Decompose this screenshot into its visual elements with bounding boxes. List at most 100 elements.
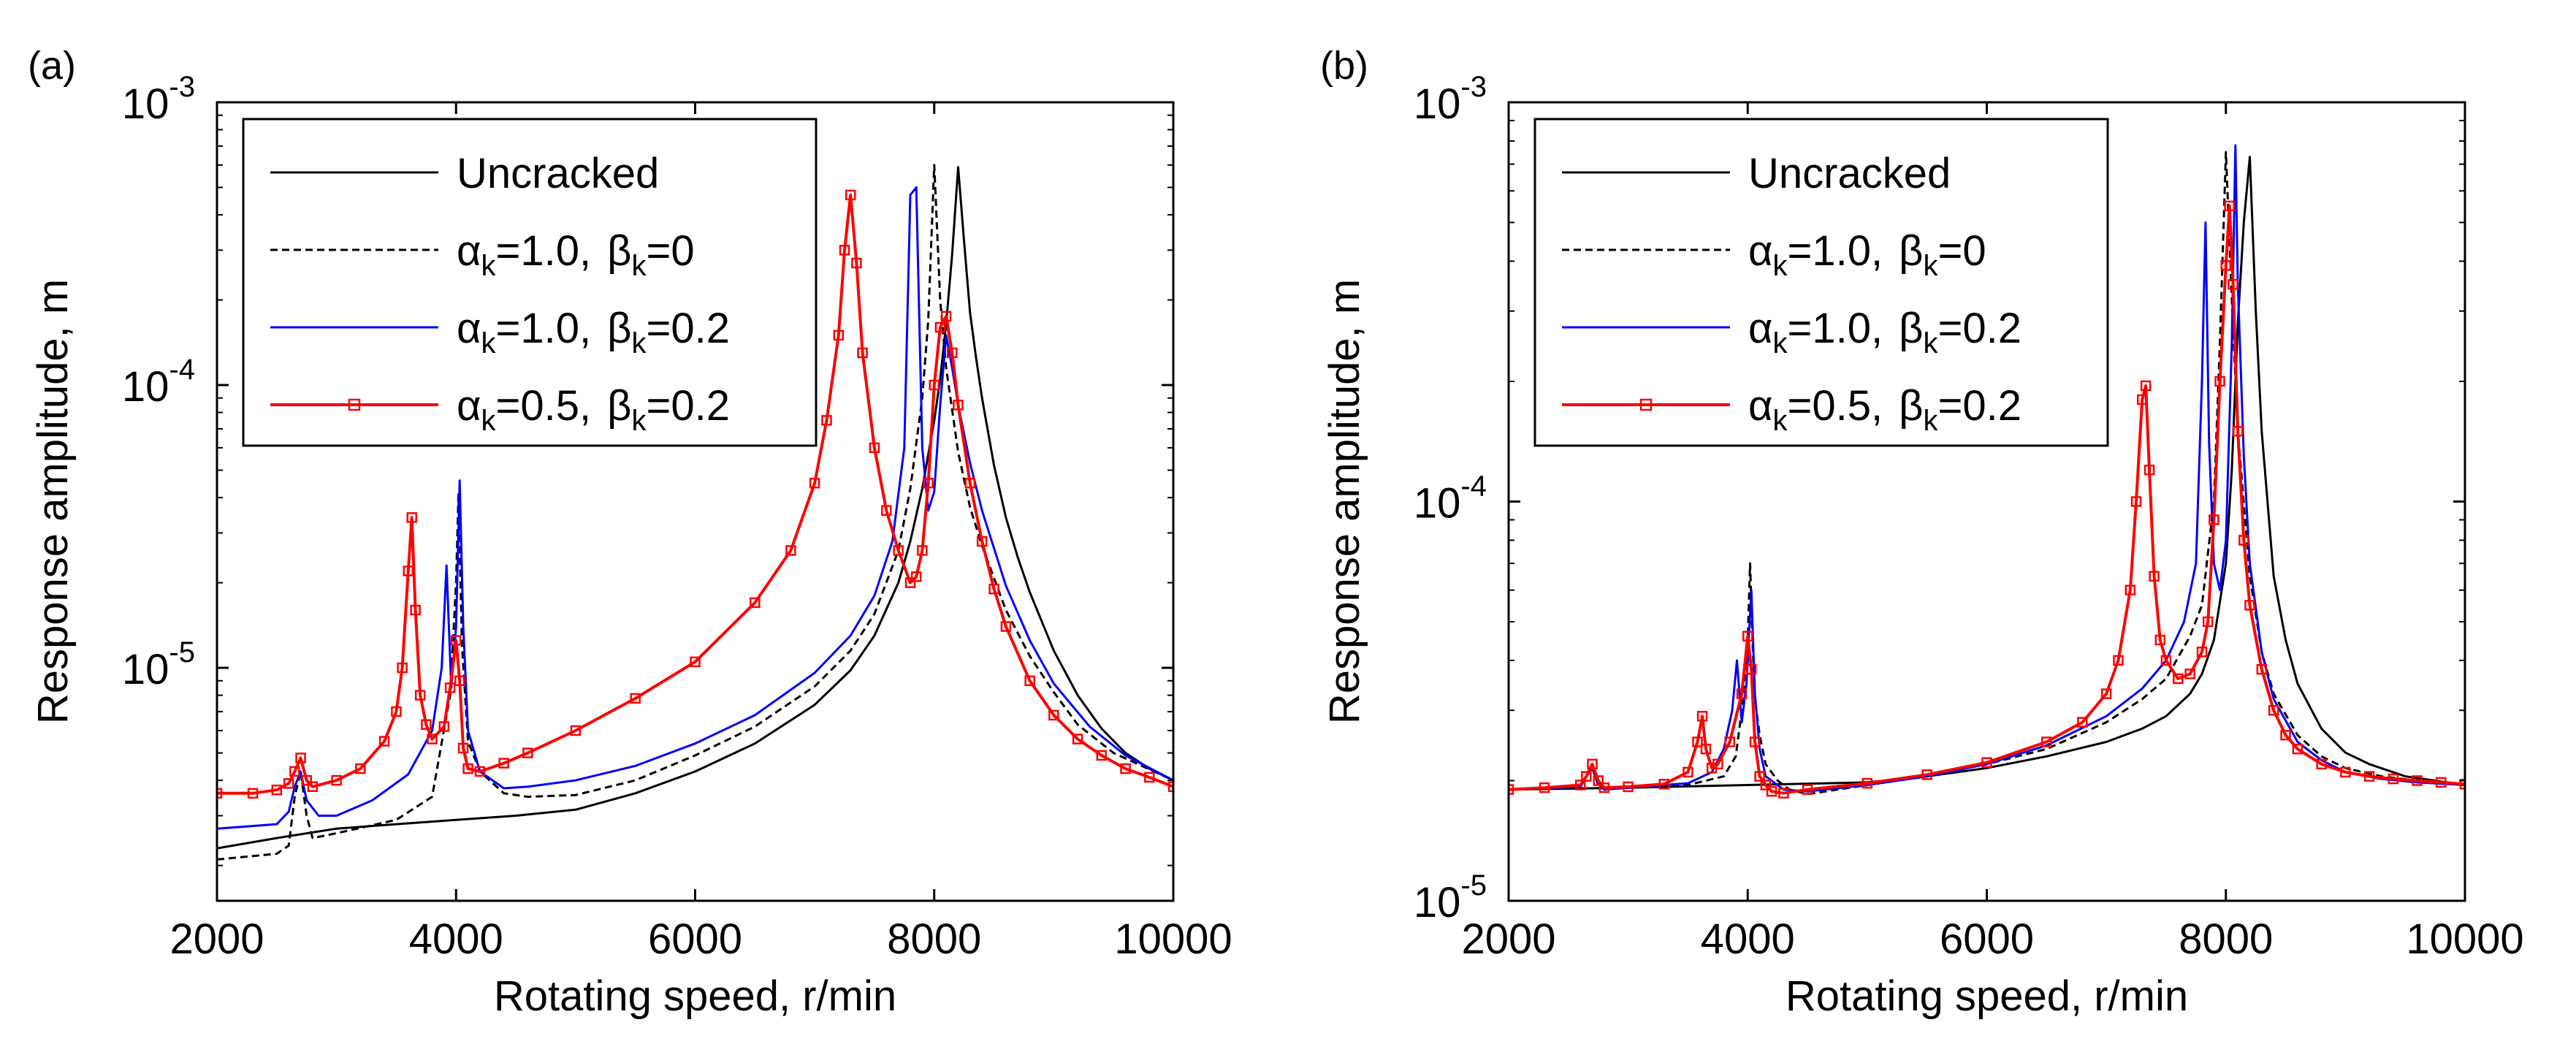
panel-a-series-3-marker xyxy=(295,753,306,763)
panel-a-y-tick-exp: -5 xyxy=(169,636,195,668)
panel-a-series-3-marker xyxy=(1024,675,1035,687)
panel-b-y-tick-exp: -3 xyxy=(1460,71,1487,103)
panel-b-series-3-marker xyxy=(2292,743,2303,755)
panel-a-series-3-marker xyxy=(809,478,820,489)
panel-a-x-tick-label: 2000 xyxy=(169,915,264,963)
panel-b-series-3-marker xyxy=(1712,758,1723,770)
panel-b-legend-beta-value: =0 xyxy=(1938,227,1986,275)
panel-b-series-3-marker xyxy=(2209,514,2219,525)
panel-a-series-3-marker xyxy=(289,766,300,777)
panel-b-x-tick-label: 4000 xyxy=(1701,915,1795,963)
panel-b-legend-alpha: α xyxy=(1748,305,1773,352)
panel-a-series-3-marker xyxy=(462,763,473,774)
panel-b-series-3-marker xyxy=(1802,784,1813,795)
panel-b-legend-swatch-marker xyxy=(1639,398,1653,411)
panel-a-series-3-marker xyxy=(444,682,456,693)
panel-b-series-3-marker xyxy=(2268,705,2279,716)
panel-a-y-tick-exp: -4 xyxy=(169,354,195,386)
panel-a-series-3-marker xyxy=(934,321,946,333)
panel-b-series-3-marker xyxy=(2363,771,2375,782)
panel-a-legend-beta-value: =0.2 xyxy=(647,382,731,430)
panel-a-series-3-marker xyxy=(378,736,390,747)
panel-b-series-3-marker xyxy=(1696,711,1708,722)
panel-b-legend-alpha-value: =1.0, xyxy=(1788,305,1883,352)
panel-a-series-line-0 xyxy=(217,166,1173,850)
panel-b-series-3-marker xyxy=(1700,743,1712,755)
panel-b-series-3-marker xyxy=(2160,655,2172,666)
panel-b-series-3-marker xyxy=(1778,788,1789,799)
panel-b-series-3-marker xyxy=(1760,780,1772,790)
panel-a-series-3-marker xyxy=(881,505,892,517)
panel-a-series-3-marker xyxy=(1120,763,1131,774)
panel-a-legend-label-text: Uncracked xyxy=(457,150,659,197)
panel-a-legend-alpha-sub: k xyxy=(481,250,497,282)
panel-a-series-3-marker xyxy=(964,478,976,489)
panel-a-legend-beta-sub: k xyxy=(632,405,647,437)
panel-a-series-3-marker xyxy=(917,545,928,556)
panel-b-series-3-marker xyxy=(1736,688,1748,699)
panel-a-legend-label-0: Uncracked xyxy=(457,150,659,197)
panel-a-x-tick-label: 4000 xyxy=(409,915,503,963)
panel-a-legend-alpha: α xyxy=(457,305,481,352)
panel-b-legend-label-text: Uncracked xyxy=(1748,150,1951,197)
panel-a-series-3-marker xyxy=(414,690,426,701)
panel-a-series-3-marker xyxy=(929,379,940,391)
panel-a-series-3-marker xyxy=(1096,750,1108,761)
panel-a-series-3-marker xyxy=(833,329,845,341)
panel-b-series-3-marker xyxy=(2144,464,2155,476)
panel-b-x-axis-title: Rotating speed, r/min xyxy=(1786,972,2188,1020)
panel-b-legend-beta: β xyxy=(1899,305,1923,352)
panel-a-series-3-marker xyxy=(474,766,486,777)
panel-a-series-3-marker xyxy=(217,788,223,799)
panel-a-legend-beta-sub: k xyxy=(632,327,647,359)
panel-a-series-3-marker xyxy=(427,734,438,744)
panel-b-series-3-marker xyxy=(2041,736,2052,747)
panel-a-series-3-marker xyxy=(397,662,408,674)
panel-b-legend-alpha: α xyxy=(1748,382,1773,430)
panel-a-legend-alpha: α xyxy=(457,227,481,275)
panel-b-series-3-marker xyxy=(1574,780,1586,790)
panel-a-legend-beta: β xyxy=(607,382,631,430)
panel-b-series-3-marker xyxy=(1581,771,1592,782)
panel-a-series-3-marker xyxy=(421,719,432,731)
panel-a-legend-alpha-value: =0.5, xyxy=(496,382,592,430)
panel-a-series-3-marker xyxy=(403,565,414,576)
panel-a-x-tick-label: 6000 xyxy=(648,915,742,963)
panel-b-series-3-marker xyxy=(2140,380,2152,392)
panel-a-series-3-marker xyxy=(750,597,761,609)
panel-b-series-3-marker xyxy=(2113,655,2124,666)
panel-a-legend-label-1: αk=1.0, βk=0 xyxy=(457,227,695,282)
panel-a-series-3-marker xyxy=(630,693,641,704)
panel-b-series-3-marker xyxy=(1683,766,1693,778)
panel-a-legend-swatch-marker xyxy=(348,398,361,411)
panel-b-series-group xyxy=(1509,144,2465,799)
panel-b-x-tick-label: 10000 xyxy=(2406,915,2523,963)
panel-a-x-tick-label: 8000 xyxy=(887,915,981,963)
panel-b-legend-label-0: Uncracked xyxy=(1748,150,1951,197)
panel-a-series-line-3 xyxy=(217,193,1173,795)
panel-b-series-line-3 xyxy=(1509,204,2465,795)
panel-a-series-3-marker xyxy=(910,571,922,582)
panel-a-series-3-marker xyxy=(851,257,862,269)
panel-b-chart: 2000 4000 6000 8000 1000010-510-410-3Rotatin… xyxy=(1320,44,2524,1020)
panel-b-series-3-marker xyxy=(1692,736,1703,747)
panel-b-series-3-marker xyxy=(1861,777,1873,789)
panel-a-series-3-marker xyxy=(307,781,319,792)
panel-b-series-3-marker xyxy=(2154,634,2166,646)
panel-a-series-3-marker xyxy=(355,763,366,774)
panel-b-series-3-marker xyxy=(2228,278,2238,290)
panel-b-series-3-marker xyxy=(1593,775,1604,786)
panel-b-y-tick-base: 10 xyxy=(1414,80,1461,128)
panel-b-series-3-marker xyxy=(2196,647,2208,658)
panel-b-series-3-marker xyxy=(1598,782,1610,793)
panel-b-series-3-marker xyxy=(2173,673,2184,685)
panel-a-legend-alpha-sub: k xyxy=(481,327,497,359)
panel-b-legend-label-3: αk=0.5, βk=0.2 xyxy=(1748,382,2021,437)
panel-b-legend-beta: β xyxy=(1899,227,1923,275)
panel-a-legend-beta: β xyxy=(607,305,631,352)
panel-b-legend-beta-value: =0.2 xyxy=(1938,382,2022,430)
panel-a-series-3-marker xyxy=(451,635,462,646)
panel-b-y-tick-label: 10-5 xyxy=(1414,869,1487,926)
panel-a-legend-label-3: αk=0.5, βk=0.2 xyxy=(457,382,730,437)
